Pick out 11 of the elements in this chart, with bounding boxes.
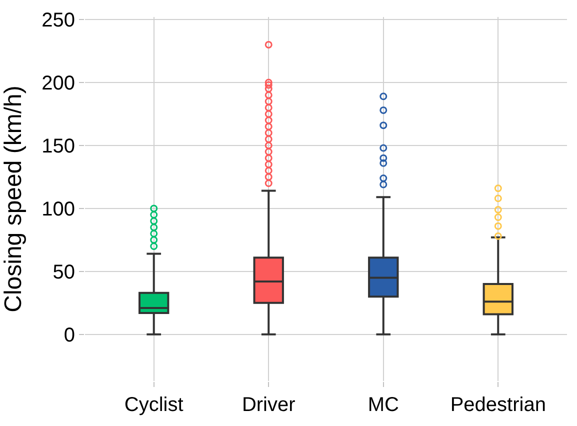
y-tick-label: 50 — [52, 261, 75, 284]
x-tick-label: Driver — [242, 394, 296, 416]
x-tick-label: Pedestrian — [450, 394, 546, 416]
y-tick-label: 0 — [64, 324, 75, 346]
y-axis-title: Closing speed (km/h) — [0, 86, 27, 312]
x-tick-label: MC — [368, 394, 399, 416]
y-tick-label: 200 — [42, 72, 75, 94]
y-tick-label: 100 — [42, 198, 75, 220]
y-tick-label: 150 — [42, 135, 75, 158]
y-tick-label: 250 — [42, 10, 75, 32]
x-tick-label: Cyclist — [124, 394, 184, 416]
